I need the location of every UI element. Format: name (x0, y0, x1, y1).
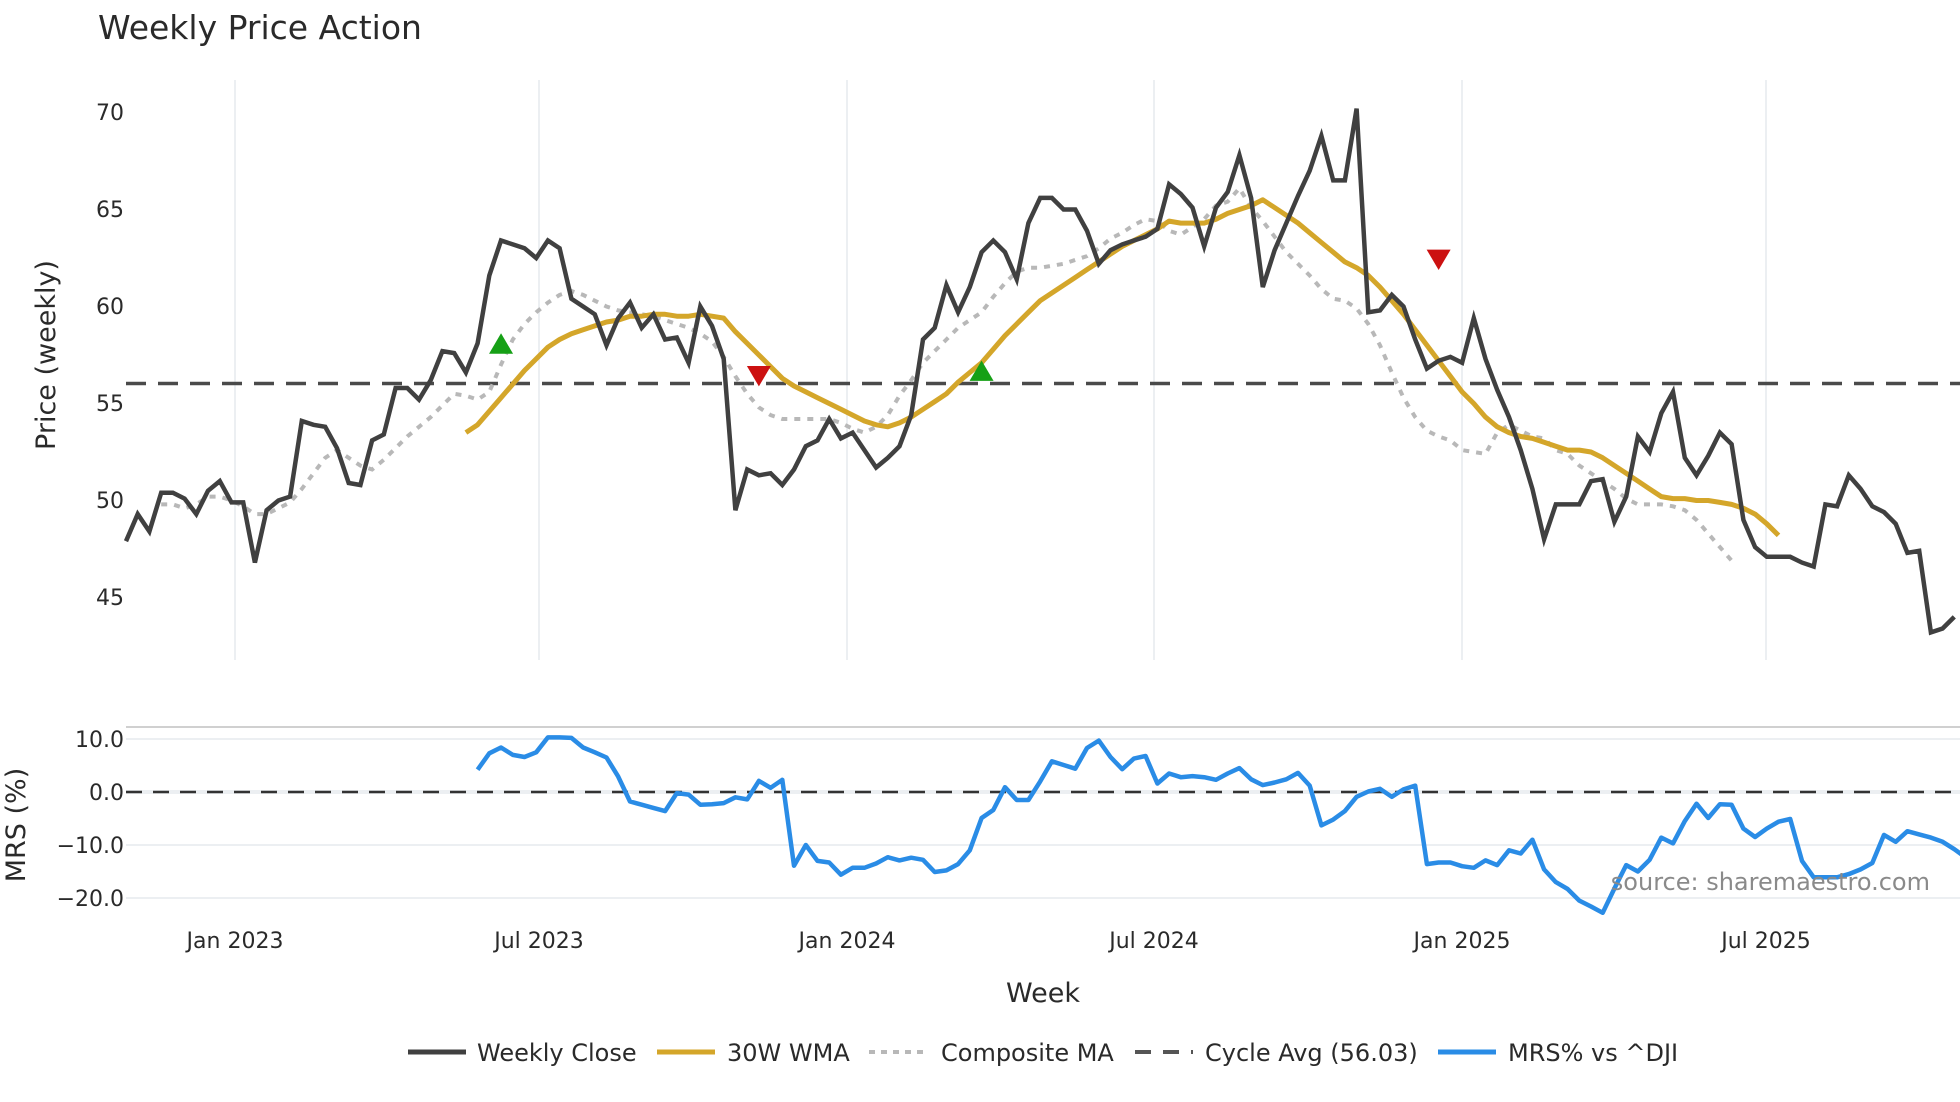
x-tick: Jul 2024 (1107, 929, 1199, 954)
legend-label: Weekly Close (477, 1039, 637, 1067)
legend-item-30w-wma[interactable]: 30W WMA (657, 1039, 850, 1067)
y-tick: −20.0 (57, 887, 124, 912)
mrs-line (475, 735, 1960, 916)
price-gridlines (234, 80, 1767, 660)
source-annotation: source: sharemaestro.com (1611, 868, 1930, 896)
y-tick: 45 (96, 586, 124, 611)
sell-signal-triangle-down-icon (746, 366, 771, 387)
legend-label: MRS% vs ^DJI (1508, 1039, 1678, 1067)
y-tick: 0.0 (89, 781, 124, 806)
legend-item-cycle-avg[interactable]: Cycle Avg (56.03) (1135, 1039, 1418, 1067)
y-tick: 55 (96, 392, 124, 417)
x-axis-label: Week (1006, 978, 1080, 1009)
x-tick: Jan 2023 (185, 929, 284, 954)
sell-signal-triangle-down-icon (1426, 249, 1451, 270)
y-tick: 50 (96, 489, 124, 514)
x-tick: Jul 2023 (492, 929, 584, 954)
y-tick: 65 (96, 198, 124, 223)
x-ticks: Jan 2023 Jul 2023 Jan 2024 Jul 2024 Jan … (185, 929, 1811, 954)
price-y-axis-label: Price (weekly) (31, 260, 62, 450)
legend-item-weekly-close[interactable]: Weekly Close (408, 1039, 637, 1067)
x-tick: Jan 2025 (1412, 929, 1511, 954)
weekly-close-line (123, 108, 1956, 636)
legend-label: Cycle Avg (56.03) (1205, 1039, 1418, 1067)
x-tick: Jul 2025 (1719, 929, 1811, 954)
wma-30w-line (464, 197, 1781, 538)
buy-signal-triangle-up-icon (489, 333, 514, 354)
price-y-ticks: 70 65 60 55 50 45 (96, 101, 124, 611)
y-tick: 70 (96, 101, 124, 126)
legend-item-mrs[interactable]: MRS% vs ^DJI (1438, 1039, 1678, 1067)
x-tick: Jan 2024 (797, 929, 896, 954)
buy-signal-triangle-up-icon (969, 360, 994, 381)
chart-title: Weekly Price Action (98, 8, 422, 47)
y-tick: 60 (96, 295, 124, 320)
legend-item-composite-ma[interactable]: Composite MA (869, 1039, 1114, 1067)
mrs-y-axis-label: MRS (%) (1, 768, 32, 883)
legend-label: 30W WMA (727, 1039, 850, 1067)
y-tick: 10.0 (75, 728, 124, 753)
signal-markers (489, 249, 1451, 387)
legend: Weekly Close 30W WMA Composite MA Cycle … (408, 1039, 1678, 1067)
composite-ma-line (161, 184, 1734, 562)
legend-label: Composite MA (941, 1039, 1114, 1067)
y-tick: −10.0 (57, 834, 124, 859)
mrs-y-ticks: 10.0 0.0 −10.0 −20.0 (57, 728, 124, 912)
